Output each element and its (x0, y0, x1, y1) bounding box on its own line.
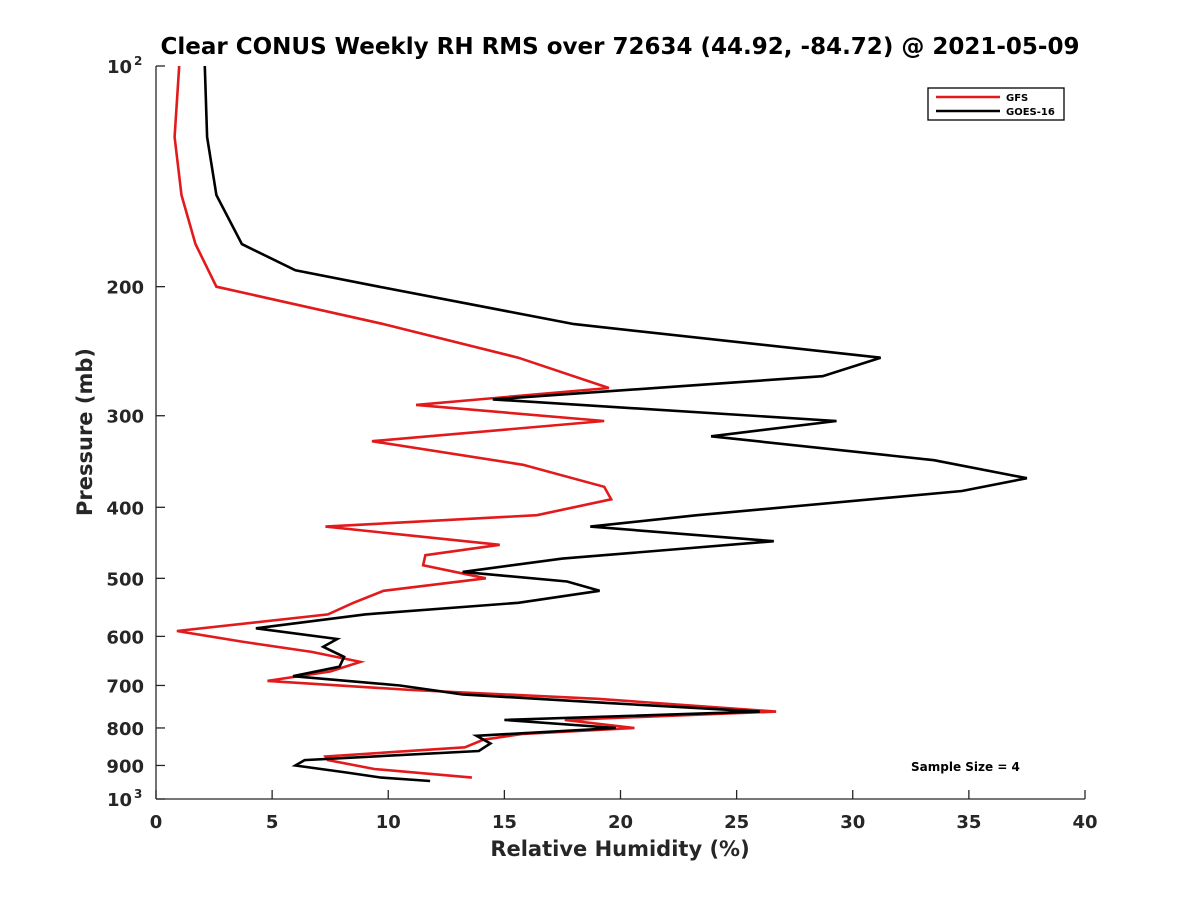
x-tick-label: 15 (492, 812, 517, 833)
chart-title: Clear CONUS Weekly RH RMS over 72634 (44… (161, 34, 1080, 60)
legend-label-goes16: GOES-16 (1006, 107, 1055, 118)
y-tick-label: 10 2 (107, 54, 142, 78)
y-tick-label: 600 (106, 627, 144, 648)
y-tick-label: 200 (106, 278, 144, 299)
x-tick-label: 20 (608, 812, 633, 833)
x-axis-label: Relative Humidity (%) (490, 837, 749, 861)
y-tick-label: 500 (106, 569, 144, 590)
x-tick-label: 10 (376, 812, 401, 833)
x-tick-label: 0 (150, 812, 163, 833)
y-axis-label: Pressure (mb) (73, 348, 97, 516)
x-tick-label: 25 (724, 812, 749, 833)
y-tick-label-text: 700 (106, 676, 144, 697)
x-tick-label: 30 (840, 812, 865, 833)
y-tick-label-exponent: 2 (134, 54, 142, 68)
y-tick-label-text: 200 (106, 278, 144, 299)
legend-label-gfs: GFS (1006, 93, 1028, 104)
y-tick-label-text: 800 (106, 719, 144, 740)
y-tick-label: 400 (106, 498, 144, 519)
y-tick-label-text: 300 (106, 407, 144, 428)
x-tick-label: 5 (266, 812, 279, 833)
y-tick-label: 10 3 (107, 787, 142, 811)
sample-size-annotation: Sample Size = 4 (911, 760, 1020, 774)
series-line-goes16 (203, 65, 1028, 783)
legend: GFS GOES-16 (927, 87, 1065, 121)
y-tick-label: 900 (106, 756, 144, 777)
y-tick-label: 300 (106, 407, 144, 428)
series-layer (173, 65, 1028, 783)
y-tick-label-base: 10 (107, 57, 132, 78)
legend-box (927, 87, 1065, 121)
y-tick-label: 800 (106, 719, 144, 740)
y-tick-label-text: 500 (106, 569, 144, 590)
x-tick-label: 35 (956, 812, 981, 833)
y-tick-label-text: 600 (106, 627, 144, 648)
y-tick-label: 700 (106, 676, 144, 697)
y-tick-label-base: 10 (107, 790, 132, 811)
x-tick-label: 40 (1072, 812, 1097, 833)
y-tick-label-text: 900 (106, 756, 144, 777)
y-tick-label-exponent: 3 (134, 787, 142, 801)
y-tick-label-text: 400 (106, 498, 144, 519)
plot-area (156, 66, 1085, 799)
